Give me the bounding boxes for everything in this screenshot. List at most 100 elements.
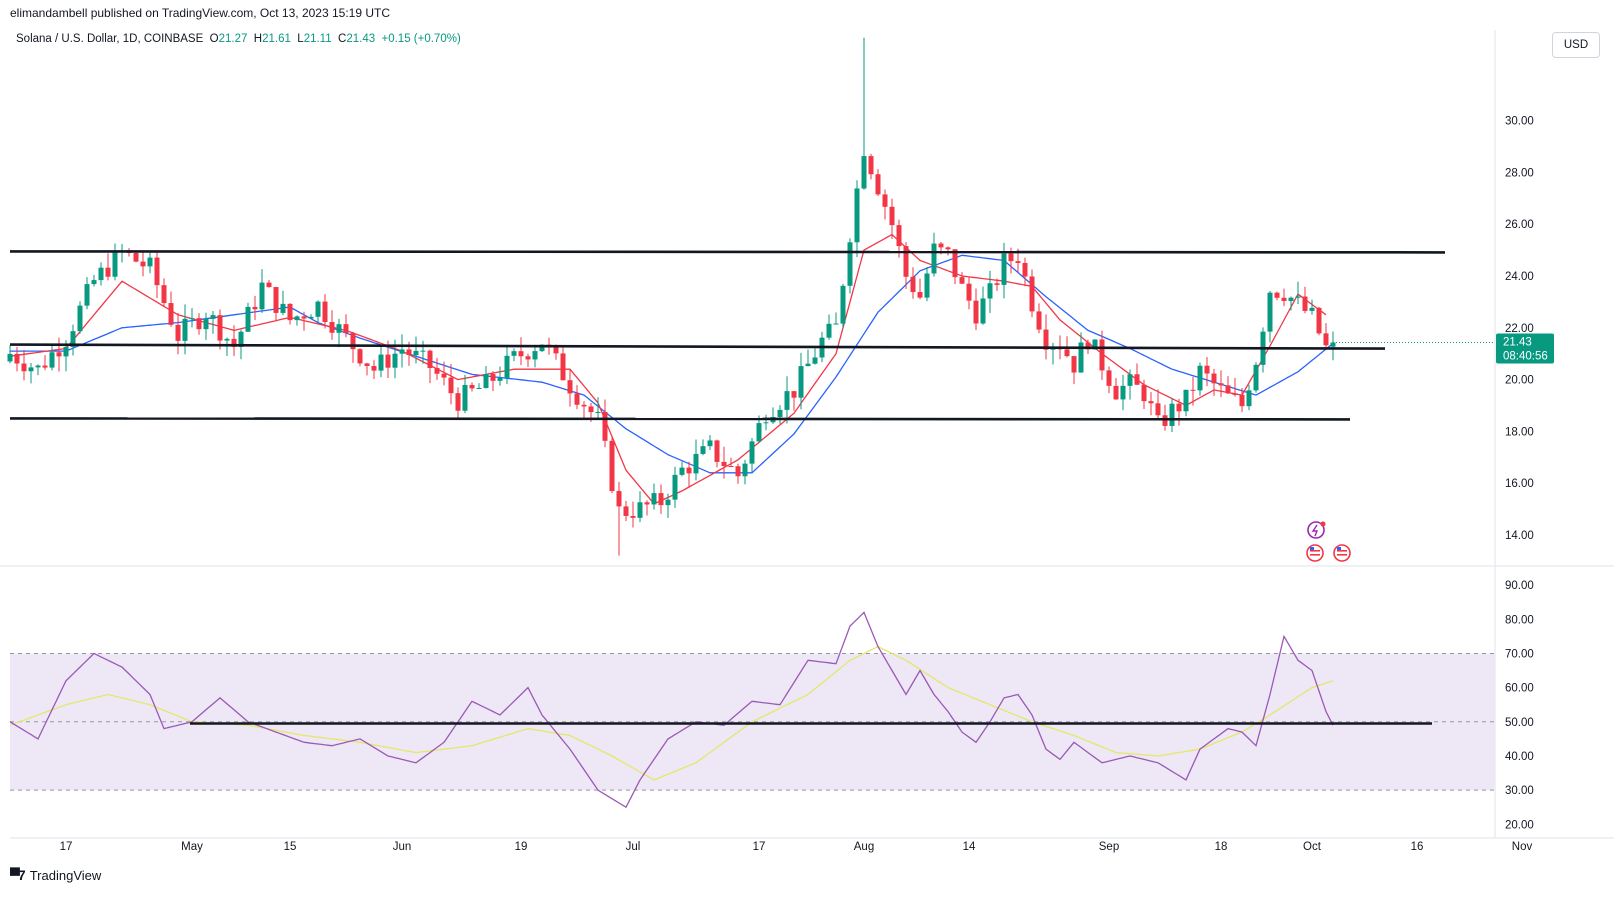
candle-body	[665, 499, 671, 506]
publish-info: elimandambell published on TradingView.c…	[10, 6, 390, 20]
candle-body	[112, 250, 118, 277]
candle-body	[616, 491, 622, 507]
candle-body	[945, 247, 951, 250]
candle-body	[574, 393, 580, 405]
rsi-tick-label: 20.00	[1505, 819, 1534, 831]
candle-body	[259, 282, 265, 310]
candle-body	[1330, 342, 1336, 347]
candle-body	[1253, 364, 1259, 391]
candle-body	[637, 502, 643, 518]
candle-body	[1302, 296, 1308, 311]
candle-body	[1064, 349, 1070, 357]
price-tick-label: 26.00	[1505, 219, 1534, 231]
time-tick-label: May	[181, 841, 203, 853]
candle-body	[385, 354, 391, 368]
candle-body	[420, 350, 426, 352]
rsi-tick-label: 80.00	[1505, 614, 1534, 626]
candle-body	[1309, 307, 1315, 311]
candle-body	[1127, 374, 1133, 386]
candle-body	[882, 194, 888, 207]
candles	[7, 37, 1336, 556]
rsi-tick-label: 40.00	[1505, 751, 1534, 763]
candle-body	[476, 387, 482, 389]
candle-body	[735, 466, 741, 477]
price-tick-label: 18.00	[1505, 426, 1534, 438]
close-label: C	[338, 33, 347, 45]
currency-button[interactable]: USD	[1552, 32, 1600, 58]
candle-body	[630, 515, 636, 518]
candle-body	[686, 467, 692, 474]
us-flag-event-icon[interactable]	[1306, 544, 1324, 562]
us-flag-event-icon[interactable]	[1333, 544, 1351, 562]
candle-body	[56, 352, 62, 357]
time-tick-label: Aug	[854, 841, 874, 853]
candle-body	[357, 349, 363, 364]
candle-body	[994, 283, 1000, 285]
candle-body	[434, 368, 440, 374]
time-tick-label: 19	[515, 841, 528, 853]
candle-body	[525, 356, 531, 360]
candle-body	[287, 303, 293, 321]
candle-body	[28, 367, 34, 372]
ema-fast-line	[9, 233, 1327, 505]
high-label: H	[253, 33, 263, 45]
candle-body	[364, 363, 370, 367]
candle-body	[1134, 374, 1140, 385]
candle-body	[280, 303, 286, 313]
lightning-glyph-icon	[1311, 524, 1319, 537]
candle-body	[1022, 262, 1028, 277]
level-line	[9, 343, 1386, 350]
candle-body	[896, 225, 902, 247]
candle-body	[392, 353, 398, 368]
candle-body	[322, 301, 328, 322]
candle-body	[1316, 307, 1322, 334]
candle-body	[497, 378, 503, 381]
flag-stripe-icon	[1337, 550, 1347, 552]
candle-body	[875, 174, 881, 195]
candle-body	[133, 253, 139, 262]
candle-body	[798, 366, 804, 398]
footer-brand-name: TradingView	[29, 867, 102, 883]
candle-body	[581, 404, 587, 407]
rsi-line	[9, 611, 1334, 809]
candle-body	[245, 306, 251, 332]
candle-body	[840, 285, 846, 324]
candle-body	[1211, 373, 1217, 384]
time-tick-label: 15	[284, 841, 297, 853]
candle-body	[238, 331, 244, 347]
candle-body	[847, 242, 853, 286]
level-line	[9, 417, 1351, 421]
candle-body	[1099, 339, 1105, 371]
event-icons[interactable]	[1306, 521, 1351, 562]
flag-stripe-icon	[1310, 550, 1320, 552]
lightning-event-icon[interactable]	[1307, 521, 1325, 539]
candle-body	[567, 380, 573, 394]
candle-body	[1204, 365, 1210, 374]
candle-body	[448, 377, 454, 394]
candle-body	[812, 357, 818, 364]
candle-body	[1274, 292, 1280, 298]
candle-body	[980, 298, 986, 324]
candle-body	[315, 301, 321, 317]
candle-body	[231, 338, 237, 347]
candle-body	[588, 406, 594, 413]
candle-body	[308, 316, 314, 319]
candle-body	[266, 282, 272, 288]
candle-body	[966, 283, 972, 301]
candle-body	[217, 315, 223, 341]
candle-body	[1281, 297, 1287, 301]
candle-body	[175, 324, 181, 341]
candle-body	[140, 261, 146, 267]
candle-body	[1071, 356, 1077, 373]
candle-body	[609, 440, 615, 492]
candle-body	[560, 353, 566, 381]
time-tick-label: 16	[1411, 841, 1424, 853]
candle-body	[973, 300, 979, 324]
candle-body	[427, 350, 433, 369]
candle-body	[805, 363, 811, 367]
candle-body	[329, 321, 335, 333]
candle-body	[987, 283, 993, 299]
rsi-tick-label: 70.00	[1505, 648, 1534, 660]
candle-body	[595, 411, 601, 413]
